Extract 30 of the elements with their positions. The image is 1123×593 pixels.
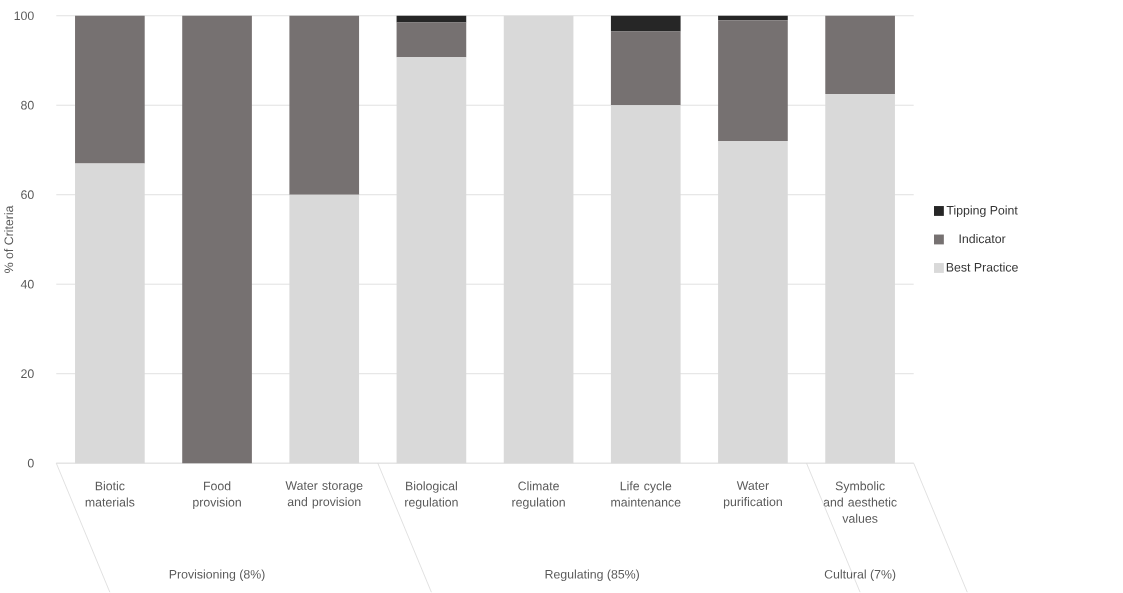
legend-label: Best Practice [946, 262, 1018, 272]
y-tick-label: 100 [14, 11, 34, 21]
text: Cultural (7%) [824, 569, 896, 582]
x-tick-label: Symbolic and aesthetic values [823, 481, 897, 524]
x-tick-label: Biological regulation [405, 481, 458, 510]
x-tick-label: Food provision [193, 481, 241, 510]
y-tick-label: 0 [27, 458, 34, 468]
y-tick-label: 20 [21, 369, 34, 379]
legend-label: Tipping Point [946, 205, 1018, 218]
bar [396, 22, 467, 58]
y-tick-label: 80 [21, 101, 34, 110]
y-tick-label: 60 [21, 190, 34, 200]
bar [610, 31, 681, 106]
text: Provisioning (8%) [169, 569, 265, 582]
x-tick-label: Water purification [723, 481, 782, 509]
bar [610, 15, 681, 32]
x-tick-label: Climate regulation [512, 481, 565, 510]
x-tick-label: Biotic materials [85, 481, 135, 507]
x-tick-label: Life cycle maintenance [611, 481, 681, 507]
x-tick-label: Water storage and provision [285, 481, 363, 509]
text: Regulating (85%) [545, 569, 639, 582]
bar [718, 20, 788, 142]
legend-label: Indicator [959, 234, 1006, 244]
bar [718, 15, 788, 21]
y-axis-title: % of Criteria [4, 205, 14, 274]
bar [825, 15, 895, 95]
bar [289, 15, 360, 195]
bar [75, 15, 145, 164]
bar [182, 15, 252, 464]
y-tick-label: 40 [20, 280, 34, 289]
